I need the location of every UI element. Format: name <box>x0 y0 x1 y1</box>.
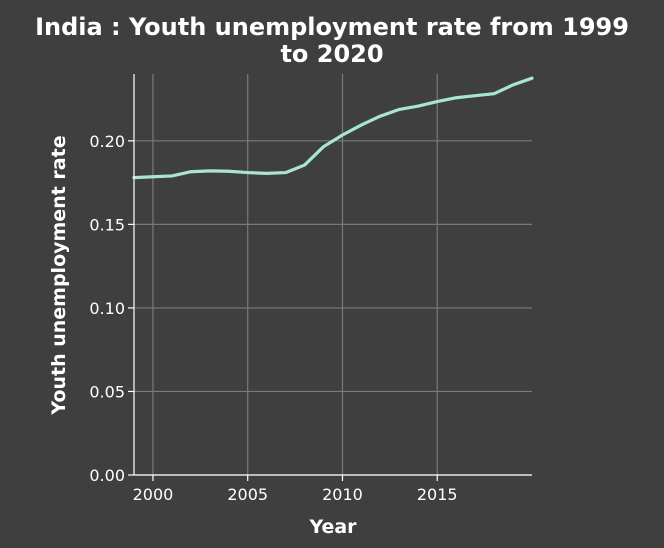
y-axis-label: Youth unemployment rate <box>48 135 70 415</box>
tick-labels: 2000 2005 2010 2015 0.00 0.05 0.10 0.15 0.20 <box>89 132 457 504</box>
chart-title-line-2: to 2020 <box>280 40 383 68</box>
y-tick-label-1: 0.05 <box>89 382 125 401</box>
y-tick-label-0: 0.00 <box>89 466 125 485</box>
series-layer <box>132 76 534 180</box>
y-tick-label-4: 0.20 <box>89 132 125 151</box>
x-tick-label-3: 2015 <box>417 485 458 504</box>
x-tick-label-2: 2010 <box>322 485 363 504</box>
x-tick-label-1: 2005 <box>227 485 268 504</box>
y-tick-label-2: 0.10 <box>89 299 125 318</box>
x-axis-label: Year <box>308 516 357 538</box>
y-tick-label-3: 0.15 <box>89 215 125 234</box>
series-line-0 <box>132 76 534 180</box>
grid <box>134 74 532 476</box>
chart-title-line-1: India : Youth unemployment rate from 199… <box>35 13 629 41</box>
axes <box>133 74 532 476</box>
x-tick-label-0: 2000 <box>133 485 174 504</box>
